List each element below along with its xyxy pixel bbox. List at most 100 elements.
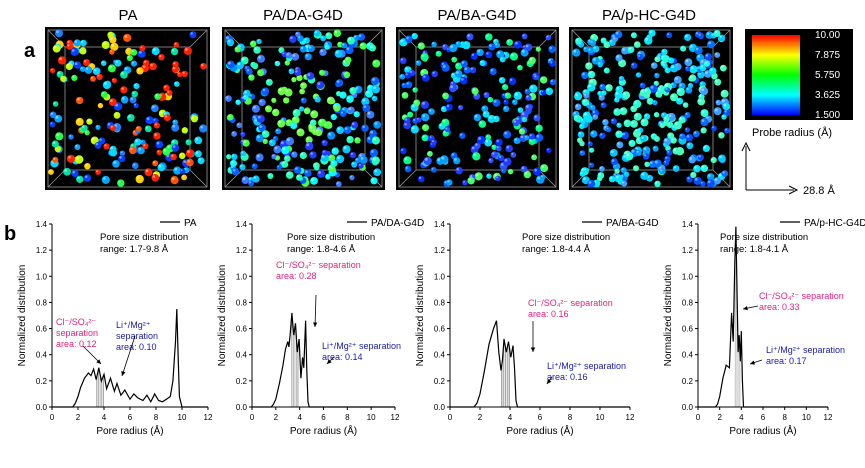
probe-sphere [100,91,108,98]
probe-sphere [100,60,107,66]
probe-sphere [460,60,468,68]
probe-sphere [711,125,717,132]
probe-sphere [640,135,647,143]
probe-sphere [172,61,179,68]
y-tick-label: 0.2 [434,377,446,386]
probe-sphere [535,133,544,142]
probe-sphere [513,40,522,49]
probe-sphere [170,153,177,161]
probe-sphere [484,138,492,147]
probe-sphere [324,44,330,50]
probe-sphere [347,106,355,114]
probe-sphere [333,105,341,112]
x-tick-label: 6 [761,413,766,422]
x-tick-label: 2 [717,413,722,422]
probe-sphere [714,78,722,86]
probe-sphere [299,151,307,160]
probe-sphere [130,49,138,56]
probe-sphere [84,163,91,170]
probe-sphere [330,113,337,121]
probe-sphere [690,171,697,178]
probe-sphere [521,33,528,40]
probe-sphere [707,40,715,49]
probe-sphere [688,156,696,164]
probe-sphere [494,42,501,49]
probe-sphere [321,139,328,146]
probe-sphere [226,38,235,47]
probe-sphere [370,76,380,86]
separation-annotation: separation [116,331,158,341]
y-axis-label: Normalized distribution [217,265,228,367]
probe-sphere [503,157,512,166]
probe-sphere [156,149,163,156]
probe-sphere [718,154,726,163]
probe-sphere [507,168,514,175]
x-tick-label: 4 [739,413,744,422]
probe-sphere [634,128,640,134]
probe-sphere [325,32,333,40]
colorbar-tick-label: 7.875 [815,50,840,61]
probe-sphere [271,97,277,103]
probe-sphere [283,97,290,104]
probe-sphere [673,121,682,130]
probe-sphere [718,132,725,139]
probe-sphere [133,83,140,90]
probe-sphere [235,99,241,105]
probe-sphere [513,91,522,100]
probe-sphere [474,142,481,149]
probe-sphere [109,124,116,131]
probe-sphere [234,46,241,53]
probe-sphere [598,94,605,101]
probe-sphere [300,82,307,89]
probe-sphere [600,102,607,109]
probe-sphere [652,100,658,106]
probe-sphere [627,46,635,53]
probe-sphere [284,155,291,162]
probe-sphere [470,52,478,60]
probe-sphere [258,124,267,132]
probe-sphere [682,102,689,108]
separation-annotation: Cl⁻/SO₄²⁻ [56,317,96,327]
probe-sphere [132,162,139,169]
probe-sphere [488,43,496,51]
y-tick-label: 0.6 [682,325,694,334]
separation-annotation: Li⁺/Mg²⁺ separation [766,345,845,355]
probe-sphere [255,153,264,162]
colorbar-tick-label: 5.750 [815,70,840,81]
probe-sphere [449,44,458,53]
probe-sphere [476,135,486,145]
scale-axes: 28.8 Å [741,141,835,197]
probe-sphere [142,143,149,150]
probe-sphere [178,152,186,160]
probe-sphere [654,56,661,63]
legend-label: PA/p-HC-G4D [804,218,865,229]
probe-sphere [589,104,596,111]
probe-sphere [171,123,180,132]
probe-sphere [158,54,165,61]
probe-sphere [639,82,646,89]
probe-sphere [60,75,67,82]
x-tick-label: 0 [50,413,55,422]
probe-sphere [588,162,595,168]
probe-sphere [288,68,295,75]
probe-sphere [644,161,650,167]
probe-sphere [653,159,662,168]
probe-sphere [528,137,536,145]
probe-sphere [101,41,110,49]
probe-sphere [706,179,715,188]
probe-sphere [185,149,195,158]
probe-sphere [272,108,280,117]
x-tick-label: 2 [478,413,483,422]
probe-sphere [652,145,659,152]
probe-sphere [261,87,270,96]
probe-sphere [633,165,639,172]
y-tick-label: 0.0 [236,403,248,412]
probe-sphere [630,62,638,69]
probe-sphere [702,144,710,152]
probe-sphere [431,139,437,146]
distribution-range-text: Pore size distribution [720,232,808,243]
probe-sphere [506,39,513,46]
probe-sphere [342,145,351,154]
probe-sphere [667,132,675,140]
probe-sphere [194,136,203,145]
